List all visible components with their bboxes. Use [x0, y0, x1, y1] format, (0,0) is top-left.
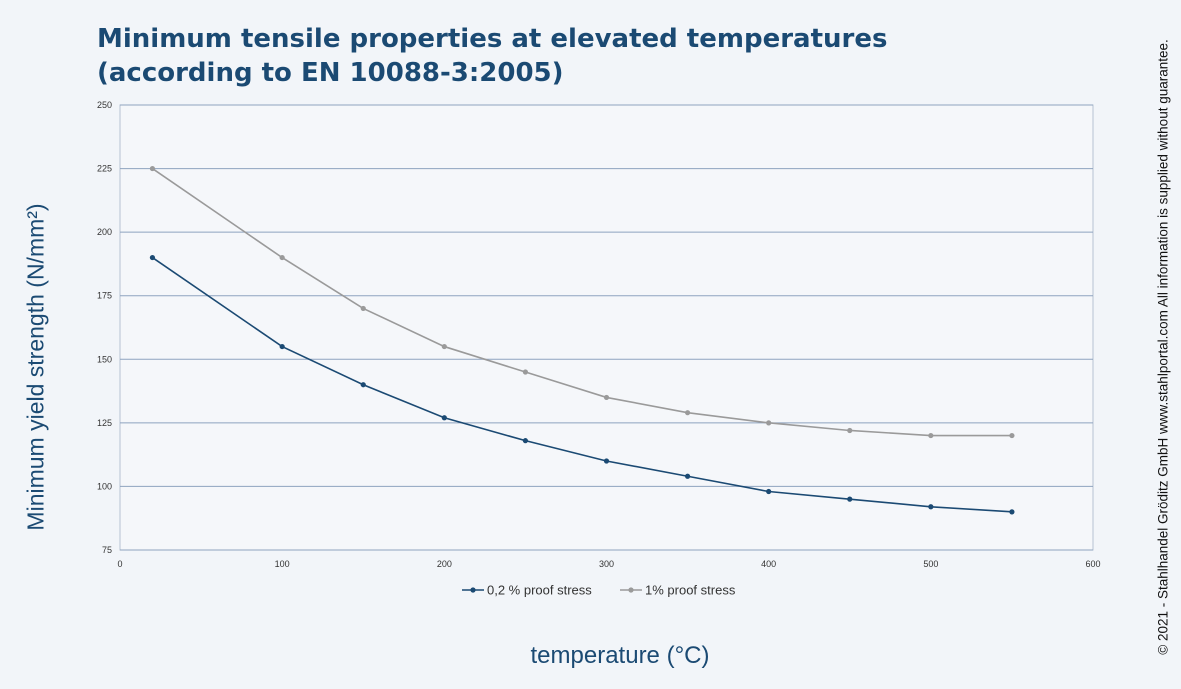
legend-label: 1% proof stress [645, 583, 736, 598]
chart-title-line-2: (according to EN 10088-3:2005) [97, 58, 564, 88]
chart-title: Minimum tensile properties at elevated t… [97, 22, 887, 90]
data-point-1-proof-stress [149, 165, 156, 172]
data-point-0-2-proof-stress [684, 473, 691, 479]
y-tick-label: 75 [102, 545, 112, 555]
data-point-1-proof-stress [603, 394, 610, 401]
legend-label: 0,2 % proof stress [487, 583, 592, 598]
data-point-0-2-proof-stress [441, 415, 447, 421]
legend-marker [628, 587, 634, 593]
data-point-0-2-proof-stress [360, 382, 366, 388]
y-tick-label: 200 [97, 227, 112, 237]
y-tick-label: 100 [97, 481, 112, 491]
data-point-1-proof-stress [847, 427, 853, 434]
data-point-1-proof-stress [360, 305, 366, 312]
data-point-1-proof-stress [279, 254, 285, 261]
data-point-0-2-proof-stress [766, 488, 772, 495]
y-tick-label: 125 [97, 418, 112, 428]
data-point-0-2-proof-stress [1009, 509, 1015, 515]
x-tick-label: 100 [275, 559, 290, 569]
data-point-1-proof-stress [1009, 432, 1015, 439]
data-point-0-2-proof-stress [603, 458, 610, 464]
data-point-1-proof-stress [441, 343, 447, 350]
chart-title-line-1: Minimum tensile properties at elevated t… [97, 24, 888, 54]
data-point-1-proof-stress [928, 432, 934, 439]
data-point-1-proof-stress [684, 410, 691, 416]
legend-marker [470, 587, 476, 593]
x-tick-label: 600 [1085, 559, 1100, 569]
y-tick-label: 225 [97, 164, 112, 174]
data-point-1-proof-stress [522, 369, 529, 375]
x-tick-label: 200 [437, 559, 452, 569]
x-tick-label: 0 [117, 559, 122, 569]
y-tick-label: 175 [97, 291, 112, 301]
x-tick-label: 300 [599, 559, 614, 569]
data-point-0-2-proof-stress [149, 254, 156, 261]
data-point-0-2-proof-stress [847, 496, 853, 502]
x-tick-label: 400 [761, 559, 776, 569]
y-tick-label: 150 [97, 354, 112, 364]
y-tick-label: 250 [97, 100, 112, 110]
plot-area [119, 104, 1094, 551]
x-axis-label: temperature (°C) [530, 642, 710, 669]
data-point-1-proof-stress [766, 420, 772, 426]
data-point-0-2-proof-stress [928, 504, 934, 510]
data-point-0-2-proof-stress [279, 343, 285, 350]
data-point-0-2-proof-stress [522, 438, 529, 444]
x-tick-label: 500 [923, 559, 938, 569]
